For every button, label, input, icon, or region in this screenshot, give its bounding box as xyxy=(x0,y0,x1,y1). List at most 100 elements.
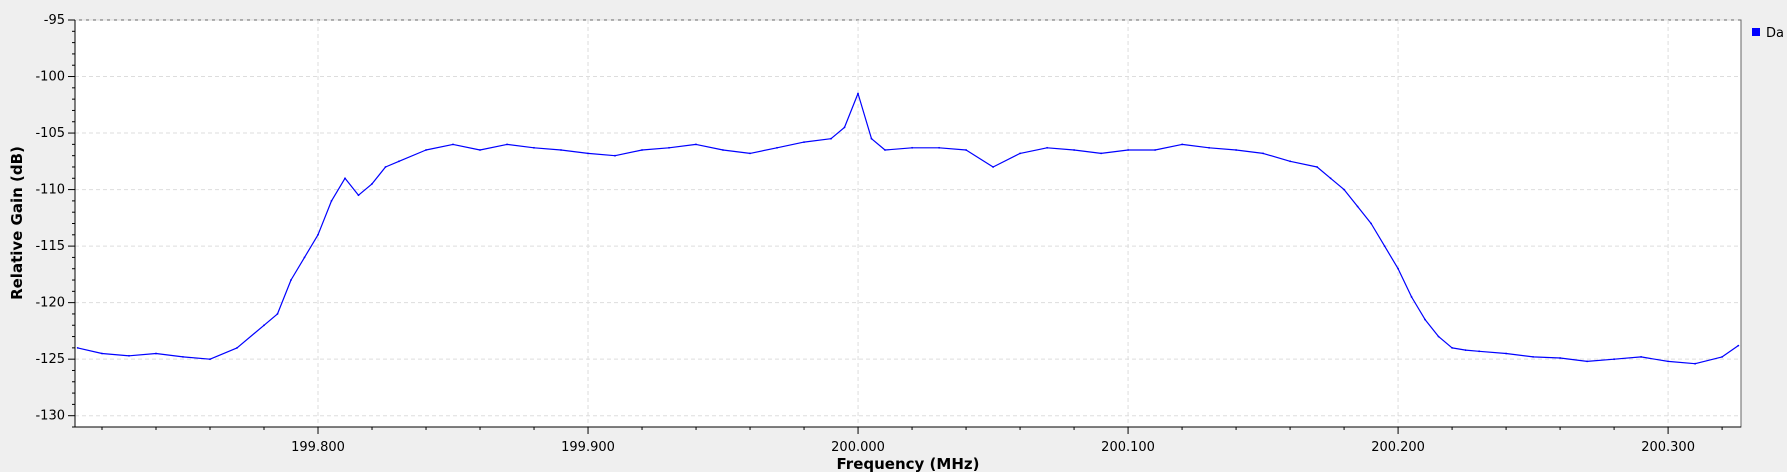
data-point xyxy=(452,143,454,146)
data-point xyxy=(1532,356,1534,358)
data-point xyxy=(1181,143,1183,146)
data-point xyxy=(1127,149,1129,151)
y-tick-label: -130 xyxy=(35,409,65,424)
data-point xyxy=(1505,352,1507,355)
data-point xyxy=(1154,149,1156,151)
data-point xyxy=(1316,166,1318,168)
data-point xyxy=(276,313,279,315)
y-tick-label: -115 xyxy=(35,239,65,254)
data-point xyxy=(263,324,265,327)
x-tick-label: 200.200 xyxy=(1371,440,1425,455)
data-point xyxy=(209,358,211,361)
y-tick-label: -125 xyxy=(35,352,65,367)
data-point xyxy=(722,149,724,151)
data-point xyxy=(128,354,130,357)
data-point xyxy=(344,177,346,180)
data-point xyxy=(1694,362,1696,365)
data-point xyxy=(870,137,873,140)
data-point xyxy=(1437,335,1440,338)
y-tick-label: -105 xyxy=(35,126,65,141)
data-point xyxy=(843,126,846,129)
data-point xyxy=(965,149,967,151)
data-point xyxy=(641,149,643,151)
data-point xyxy=(911,146,913,149)
data-point xyxy=(1208,146,1210,149)
data-point xyxy=(938,146,940,149)
data-point xyxy=(776,146,778,149)
data-point xyxy=(749,152,751,155)
data-point xyxy=(101,352,103,355)
data-point xyxy=(857,92,859,95)
data-point xyxy=(182,356,184,358)
data-point xyxy=(506,143,508,146)
data-point xyxy=(695,143,697,146)
x-tick-label: 200.000 xyxy=(831,440,885,455)
data-point xyxy=(290,279,292,281)
data-point xyxy=(1370,222,1372,225)
y-tick-label: -100 xyxy=(35,70,65,85)
data-point xyxy=(425,149,427,151)
data-point xyxy=(1640,356,1642,358)
data-point xyxy=(1478,350,1480,353)
data-point xyxy=(317,233,319,236)
data-point xyxy=(587,152,589,155)
data-point xyxy=(1667,360,1669,363)
data-point xyxy=(1410,296,1413,298)
data-point xyxy=(1397,267,1399,270)
data-point xyxy=(1451,347,1453,349)
data-point xyxy=(533,146,535,149)
data-point xyxy=(1046,146,1048,149)
data-point xyxy=(1559,357,1561,359)
x-tick-label: 199.800 xyxy=(291,440,345,455)
y-tick-label: -120 xyxy=(35,296,65,311)
legend-swatch xyxy=(1752,28,1760,36)
series-line xyxy=(77,92,1739,365)
data-point xyxy=(1073,149,1075,151)
axis-layer: -95 -100 -105 -110 -115 -120 -125 -130 199.800 19… xyxy=(35,13,1741,455)
data-point xyxy=(1586,360,1588,363)
data-point xyxy=(1737,344,1740,347)
data-point xyxy=(1329,177,1332,180)
legend-label: Da xyxy=(1766,26,1784,41)
grid-layer xyxy=(75,19,1741,427)
data-point xyxy=(303,256,306,259)
data-point xyxy=(614,154,616,157)
data-point xyxy=(1424,318,1426,321)
data-point xyxy=(1343,188,1345,191)
data-point xyxy=(236,347,238,349)
data-point xyxy=(830,137,832,140)
x-axis-title: Frequency (MHz) xyxy=(837,455,980,472)
data-point xyxy=(1235,149,1237,151)
data-point xyxy=(1019,152,1021,155)
data-point xyxy=(1383,245,1386,248)
x-tick-label: 199.900 xyxy=(561,440,615,455)
y-tick-label: -110 xyxy=(35,183,65,198)
data-point xyxy=(357,194,360,197)
y-tick-label: -95 xyxy=(44,13,65,28)
plot-area-background xyxy=(74,19,1742,428)
data-point xyxy=(1356,205,1359,208)
legend: Da xyxy=(1752,26,1784,41)
data-point xyxy=(1262,152,1264,155)
data-point xyxy=(884,149,886,151)
data-point xyxy=(668,146,670,149)
data-point xyxy=(1289,160,1291,163)
data-point xyxy=(384,166,387,168)
data-point xyxy=(1100,152,1102,155)
data-point xyxy=(560,149,562,151)
data-point xyxy=(992,166,994,168)
data-point xyxy=(155,352,157,355)
data-point xyxy=(371,183,373,185)
data-point xyxy=(76,347,79,349)
data-point xyxy=(1721,356,1723,358)
y-axis-title: Relative Gain (dB) xyxy=(8,146,26,300)
series-layer xyxy=(76,92,1740,365)
data-point xyxy=(330,200,333,202)
x-tick-label: 200.100 xyxy=(1101,440,1155,455)
data-point xyxy=(479,149,481,151)
data-point xyxy=(398,160,400,163)
data-point xyxy=(1464,349,1467,351)
x-tick-label: 200.300 xyxy=(1641,440,1695,455)
